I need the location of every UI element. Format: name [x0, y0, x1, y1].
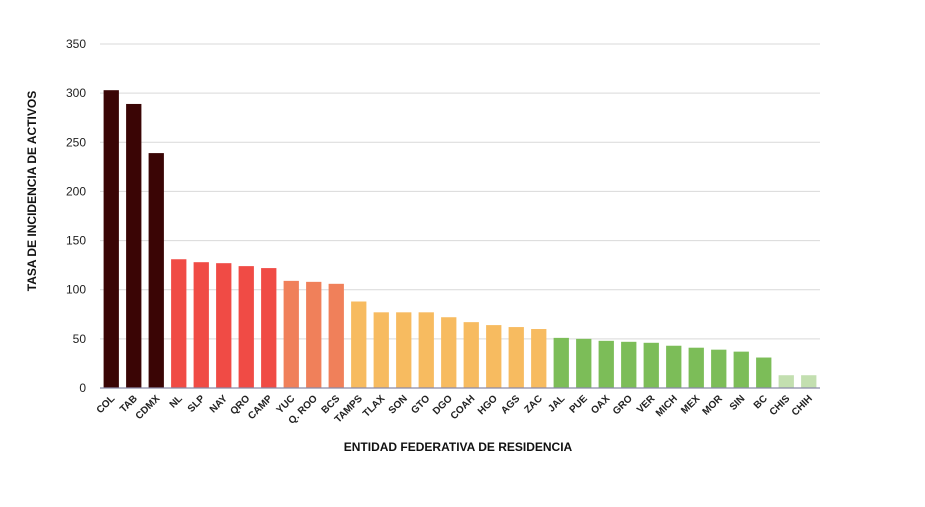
bar-sin [733, 351, 749, 388]
bar-bcs [328, 283, 344, 388]
x-tick-label: SON [387, 393, 410, 416]
bar-gto [418, 312, 434, 388]
x-tick-label: MOR [701, 393, 726, 418]
x-tick-label: SLP [186, 393, 208, 415]
y-tick-label: 250 [66, 135, 86, 149]
y-axis-ticks: 0 50 100 150 200 250 300 350 [66, 37, 86, 395]
bar-ags [508, 327, 524, 388]
bar-gro [621, 341, 637, 388]
bar-qro [238, 266, 254, 388]
bar-nl [171, 259, 187, 388]
bar-mex [688, 347, 704, 388]
bar-slp [193, 262, 209, 388]
x-tick-label: MEX [679, 393, 702, 416]
x-tick-label: JAL [546, 393, 567, 414]
x-tick-label: AGS [499, 393, 522, 416]
y-tick-label: 150 [66, 234, 86, 248]
bar-nay [216, 263, 232, 388]
bar-zac [531, 329, 547, 388]
bar-tab [126, 103, 142, 388]
bar-oax [598, 340, 614, 388]
bar-cdmx [148, 153, 164, 388]
bar-yuc [283, 280, 299, 388]
bar-chih [801, 375, 817, 388]
x-tick-label: COL [95, 393, 118, 416]
bar-chis [778, 375, 794, 388]
x-tick-label: NL [168, 393, 185, 410]
y-tick-label: 100 [66, 283, 86, 297]
bar-mich [666, 345, 682, 388]
x-tick-label: ZAC [523, 393, 545, 415]
x-tick-label: MICH [654, 393, 680, 419]
bars [103, 90, 817, 389]
bar-coah [463, 322, 479, 388]
x-tick-label: CHIH [790, 393, 815, 418]
x-tick-label: CDMX [134, 393, 163, 422]
x-tick-label: TLAX [361, 393, 387, 419]
x-tick-label: BC [752, 393, 770, 411]
x-tick-label: CHIS [768, 393, 793, 418]
x-tick-label: SIN [728, 393, 748, 413]
bar-dgo [441, 317, 457, 388]
bar-mor [711, 349, 727, 388]
x-tick-label: HGO [476, 393, 500, 417]
bar-son [396, 312, 412, 388]
x-tick-label: GTO [409, 393, 432, 416]
x-tick-label: CAMP [246, 393, 275, 422]
y-axis-title: TASA DE INCIDENCIA DE ACTIVOS [25, 91, 39, 291]
x-tick-label: GRO [611, 393, 635, 417]
y-tick-label: 0 [79, 381, 86, 395]
y-tick-label: 200 [66, 184, 86, 198]
bar-hgo [486, 325, 502, 388]
x-tick-label: PUE [568, 393, 591, 416]
x-tick-label: NAY [208, 393, 230, 415]
bar-pue [576, 338, 592, 388]
bar-tamps [351, 301, 367, 388]
x-tick-label: OAX [589, 393, 612, 416]
bar-ver [643, 342, 659, 388]
bar-col [103, 90, 119, 389]
y-tick-label: 50 [73, 332, 87, 346]
bar-bc [756, 357, 772, 388]
bar-camp [261, 268, 277, 388]
x-tick-label: COAH [449, 393, 478, 422]
bar-tlax [373, 312, 389, 388]
bar-jal [553, 337, 569, 388]
y-tick-label: 300 [66, 86, 86, 100]
y-tick-label: 350 [66, 37, 86, 51]
bar-q-roo [306, 281, 322, 388]
x-axis-title: ENTIDAD FEDERATIVA DE RESIDENCIA [344, 440, 573, 454]
